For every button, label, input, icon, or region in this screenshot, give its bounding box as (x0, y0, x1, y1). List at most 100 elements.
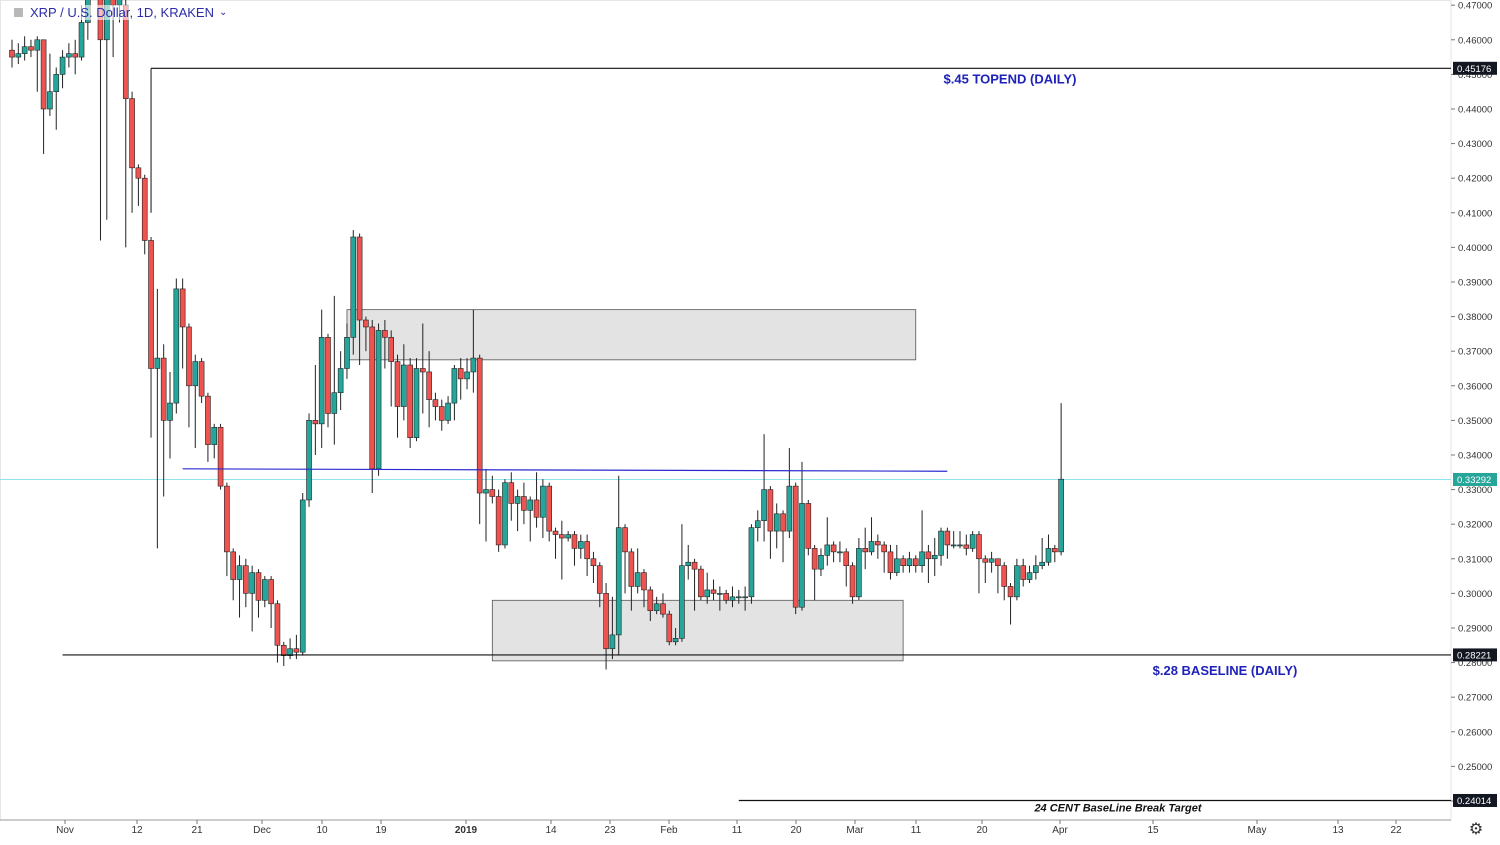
candle-body (761, 489, 767, 522)
candle-body (615, 527, 622, 636)
candle-body (1045, 548, 1052, 563)
candle-body (464, 371, 470, 380)
candle-20 (135, 164, 142, 206)
candle-body (887, 551, 894, 573)
candle-body (312, 420, 319, 425)
price-label-bg (1453, 648, 1497, 662)
candle-92 (590, 551, 597, 583)
candle-114 (729, 586, 736, 608)
candle-72 (464, 358, 470, 390)
x-tick-label: 12 (131, 825, 143, 836)
price-label: 0.24014 (1453, 793, 1497, 807)
y-tick-label: 0.35000 (1458, 416, 1492, 427)
candle-66 (426, 351, 432, 428)
level-label-2: $.28 BASELINE (DAILY) (1153, 663, 1298, 678)
y-tick-label: 0.30000 (1458, 589, 1492, 600)
candle-body (508, 482, 515, 504)
symbol-legend[interactable]: XRP / U.S. Dollar, 1D, KRAKEN ⌄ (14, 5, 228, 20)
candle-14 (97, 0, 104, 241)
candle-126 (805, 499, 812, 556)
x-tick-label: 11 (911, 825, 922, 836)
y-tick-label: 0.33000 (1458, 485, 1492, 496)
candle-61 (394, 354, 401, 438)
candle-143 (912, 555, 919, 573)
candle-body (217, 426, 224, 487)
candle-body (672, 638, 679, 643)
candle-body (792, 485, 799, 608)
candle-body (287, 648, 293, 656)
candle-body (438, 406, 445, 421)
candle-150 (957, 531, 963, 549)
candle-90 (577, 534, 584, 559)
candle-body (717, 593, 723, 595)
candle-9 (66, 43, 72, 68)
candle-134 (856, 538, 862, 601)
candle-body (66, 53, 72, 58)
candle-1 (15, 43, 22, 65)
candle-body (224, 485, 230, 553)
candle-body (72, 53, 78, 58)
candle-162 (1033, 555, 1039, 580)
candle-112 (717, 586, 723, 611)
candle-38 (249, 565, 255, 632)
candle-body (925, 551, 932, 560)
x-tick-label: 22 (1390, 825, 1402, 836)
candle-body (862, 548, 869, 553)
candle-body (875, 541, 881, 546)
candle-body (337, 368, 344, 394)
candle-body (931, 555, 938, 560)
candle-body (167, 402, 173, 421)
y-tick-label: 0.39000 (1458, 277, 1492, 288)
chevron-down-icon[interactable]: ⌄ (219, 7, 228, 18)
candle-53 (344, 323, 350, 379)
price-label: 0.45176 (1453, 61, 1497, 75)
gear-icon[interactable]: ⚙ (1468, 819, 1484, 838)
y-tick-label: 0.44000 (1458, 104, 1492, 115)
candle-96 (615, 475, 622, 656)
candle-body (565, 534, 571, 539)
candle-124 (792, 482, 799, 615)
candle-68 (438, 399, 445, 431)
candle-body (356, 236, 363, 321)
candle-27 (179, 278, 186, 369)
candle-57 (369, 320, 376, 494)
candle-body (318, 337, 325, 425)
price-label-text: 0.33292 (1457, 475, 1491, 486)
candle-110 (704, 572, 711, 604)
candle-body (173, 288, 180, 404)
candle-52 (337, 351, 344, 410)
candle-body (691, 561, 698, 570)
candle-body (773, 513, 780, 532)
candle-body (735, 596, 742, 599)
candle-108 (691, 558, 698, 611)
candle-98 (628, 548, 635, 611)
candle-body (533, 499, 540, 518)
candle-body (21, 46, 28, 54)
x-tick-label: Mar (846, 825, 864, 836)
candle-36 (236, 555, 243, 618)
candle-body (830, 544, 837, 553)
candle-body (148, 240, 154, 369)
candle-body (837, 551, 843, 554)
candle-74 (476, 354, 483, 525)
candle-body (710, 589, 717, 594)
candle-body (969, 534, 976, 549)
candle-127 (811, 544, 818, 601)
x-tick-label: 14 (545, 825, 557, 836)
symbol-label: XRP / U.S. Dollar, 1D, KRAKEN (30, 5, 214, 20)
y-tick-label: 0.27000 (1458, 693, 1492, 704)
candle-165 (1052, 544, 1058, 563)
candle-31 (205, 392, 211, 462)
candle-body (293, 648, 300, 653)
candle-56 (363, 316, 369, 352)
y-tick-label: 0.41000 (1458, 208, 1492, 219)
candle-54 (350, 230, 357, 355)
y-tick-label: 0.37000 (1458, 347, 1492, 358)
candle-body (135, 167, 142, 179)
price-label: 0.33292 (1453, 472, 1497, 486)
candle-22 (148, 237, 154, 438)
candle-body (179, 288, 186, 328)
candle-body (944, 530, 951, 546)
